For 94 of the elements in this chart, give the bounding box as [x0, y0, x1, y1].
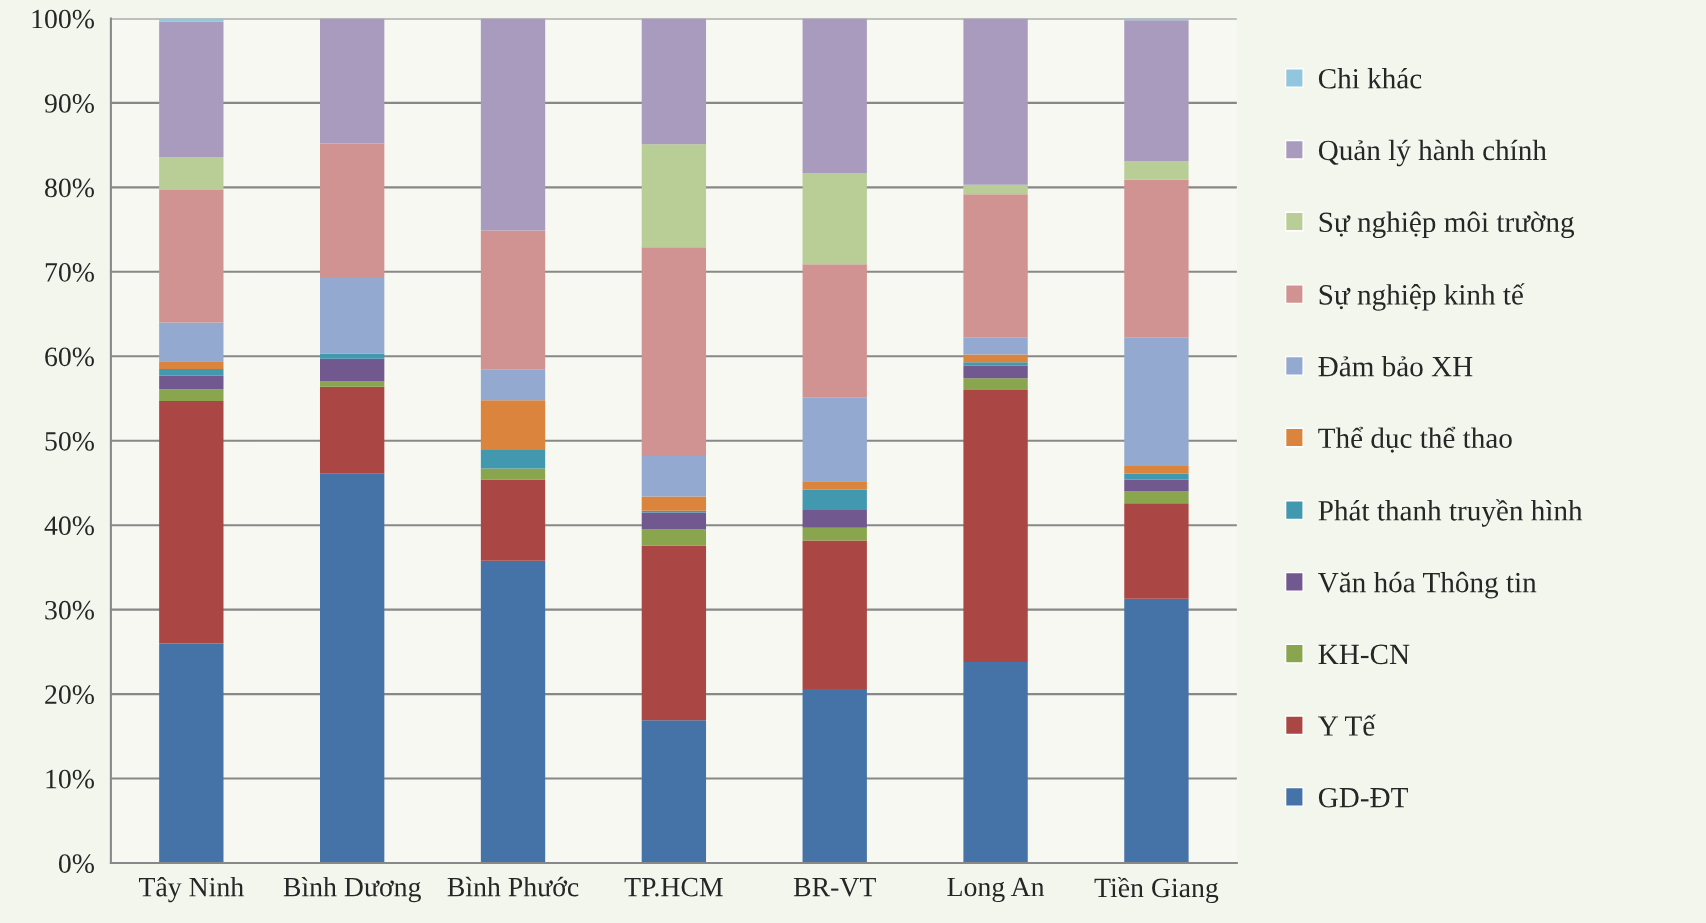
bar	[641, 496, 707, 511]
legend-label: Quản lý hành chính	[1318, 139, 1547, 167]
bar	[320, 276, 385, 354]
bar	[480, 400, 546, 451]
y-tick-label: 100%	[32, 9, 94, 29]
legend-label: Chi khác	[1318, 68, 1422, 89]
bar	[963, 337, 1028, 355]
y-tick-label: 80%	[45, 178, 94, 198]
bar	[159, 643, 224, 863]
bar	[1124, 161, 1189, 180]
bar	[480, 230, 546, 370]
bar	[320, 473, 385, 863]
x-tick-label: TP.HCM	[624, 877, 723, 897]
x-tick-label: Tiền Giang	[1094, 876, 1219, 903]
bar	[159, 401, 224, 644]
bar	[320, 358, 385, 382]
bar	[320, 381, 385, 387]
legend-label: Văn hóa Thông tin	[1318, 571, 1537, 599]
x-tick-label: Long An	[947, 877, 1045, 903]
bar	[802, 689, 867, 863]
y-tick-label: 60%	[45, 347, 94, 367]
legend-label: Sự nghiệp kinh tế	[1319, 283, 1525, 311]
bar	[802, 481, 867, 490]
bar	[1124, 337, 1189, 467]
y-tick-label: 20%	[45, 685, 94, 705]
bar	[641, 512, 707, 530]
bar	[963, 18, 1028, 185]
y-tick-label: 0%	[58, 854, 94, 874]
bar	[159, 21, 224, 157]
bar	[480, 468, 546, 480]
bar	[480, 450, 546, 469]
bar	[641, 455, 707, 497]
bar	[963, 365, 1028, 379]
bar	[641, 18, 707, 145]
bar	[641, 545, 707, 721]
bar	[641, 720, 707, 863]
bar	[802, 489, 867, 510]
bar	[480, 18, 546, 231]
y-tick-label: 30%	[45, 600, 94, 620]
bar	[963, 354, 1028, 363]
bar	[963, 378, 1028, 391]
bar	[1124, 473, 1189, 480]
bar	[802, 540, 867, 690]
x-tick-label: Bình Phước	[447, 876, 579, 897]
legend-label: KH-CN	[1318, 644, 1410, 665]
y-tick-label: 10%	[46, 769, 94, 789]
bar	[480, 560, 546, 863]
bar	[1124, 598, 1189, 863]
bar	[963, 362, 1028, 366]
bar	[1124, 20, 1189, 162]
bar	[159, 156, 224, 190]
bar	[641, 529, 707, 546]
bar	[802, 527, 867, 541]
bar	[641, 144, 707, 248]
legend-label: Thể dục thể thao	[1318, 426, 1512, 453]
bar	[320, 353, 385, 359]
bar	[641, 247, 707, 456]
bar	[480, 479, 546, 561]
bar	[159, 375, 224, 390]
legend-label: Đảm bảo XH	[1318, 355, 1473, 377]
legend-label: Y Tế	[1318, 714, 1376, 736]
bar	[963, 662, 1028, 863]
bar	[159, 322, 224, 362]
y-tick-label: 50%	[45, 431, 94, 451]
y-tick-label: 40%	[44, 516, 94, 536]
bar	[802, 397, 867, 482]
bar	[320, 18, 385, 144]
bar	[1124, 479, 1189, 492]
bar	[320, 386, 385, 474]
bar	[320, 143, 385, 277]
bar	[963, 390, 1028, 662]
bar	[159, 368, 224, 376]
bar	[802, 173, 867, 265]
bar	[802, 509, 867, 528]
bar	[1124, 503, 1189, 599]
bar	[802, 18, 867, 174]
y-tick-label: 90%	[44, 94, 94, 113]
bar	[159, 189, 224, 323]
x-tick-label: Tây Ninh	[138, 876, 244, 903]
legend-label: GD-ĐT	[1318, 787, 1408, 808]
bar	[1124, 179, 1189, 338]
x-tick-label: Bình Dương	[283, 876, 421, 903]
bar	[963, 184, 1028, 195]
bar	[963, 194, 1028, 338]
bar	[159, 389, 224, 402]
bar	[480, 369, 546, 401]
bar	[1124, 491, 1189, 504]
bar	[159, 361, 224, 369]
legend-label: Sự nghiệp môi trường	[1319, 211, 1575, 239]
legend-label: Phát thanh truyền hình	[1318, 499, 1583, 527]
bar	[802, 264, 867, 398]
bar	[1124, 466, 1189, 474]
y-tick-label: 70%	[45, 262, 94, 282]
x-tick-label: BR-VT	[793, 877, 876, 897]
